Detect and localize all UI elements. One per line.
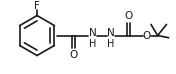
Text: F: F [34,1,40,11]
Text: H: H [107,39,115,49]
Text: N: N [89,28,96,38]
Text: O: O [69,50,77,61]
Text: H: H [89,39,96,49]
Text: O: O [143,30,151,41]
Text: N: N [107,28,115,38]
Text: O: O [124,11,132,21]
